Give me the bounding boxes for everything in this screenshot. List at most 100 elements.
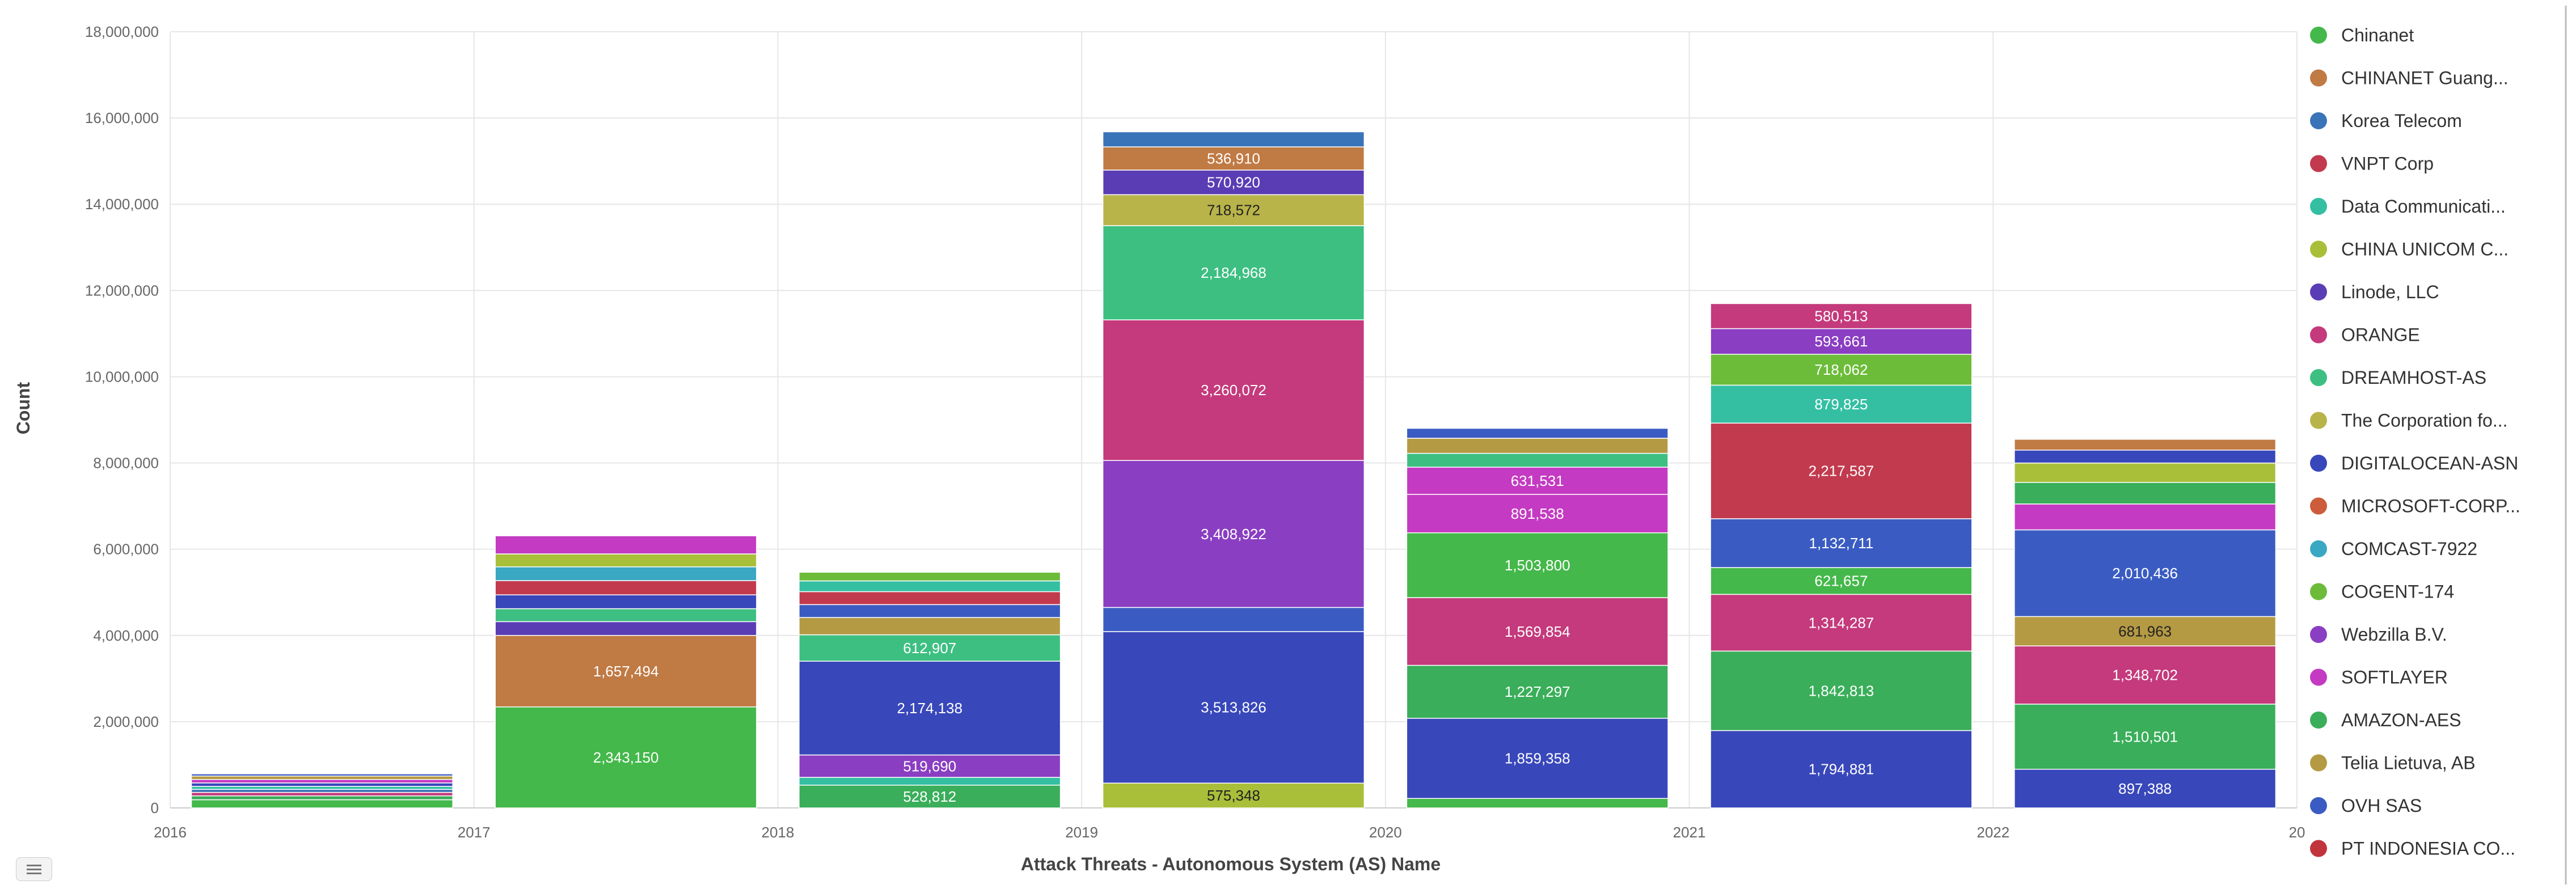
bar-segment[interactable]	[799, 591, 1061, 606]
bar-segment[interactable]	[2014, 704, 2277, 770]
bar-segment[interactable]	[1102, 460, 1365, 608]
legend-marker[interactable]	[2310, 240, 2327, 258]
legend-marker[interactable]	[2310, 198, 2327, 215]
legend-label[interactable]: COGENT-174	[2341, 582, 2454, 602]
legend-marker[interactable]	[2310, 27, 2327, 44]
legend-marker[interactable]	[2310, 369, 2327, 386]
bar-segment[interactable]	[2014, 768, 2277, 808]
bar-segment[interactable]	[495, 580, 757, 595]
bar-segment[interactable]	[495, 594, 757, 609]
bar-segment[interactable]	[799, 572, 1061, 582]
bar-segment[interactable]	[1406, 532, 1669, 598]
legend-label[interactable]: The Corporation fo...	[2341, 410, 2507, 431]
bar-segment[interactable]	[799, 580, 1061, 592]
legend-marker[interactable]	[2310, 412, 2327, 429]
legend-label[interactable]: PT INDONESIA CO...	[2341, 839, 2515, 859]
legend-label[interactable]: SOFTLAYER	[2341, 667, 2448, 688]
legend-label[interactable]: Telia Lietuva, AB	[2341, 753, 2476, 773]
legend-label[interactable]: ORANGE	[2341, 325, 2420, 345]
bar-segment[interactable]	[2014, 482, 2277, 505]
bar-segment[interactable]	[1102, 631, 1365, 784]
legend-label[interactable]: Chinanet	[2341, 25, 2414, 45]
bar-segment[interactable]	[1710, 567, 1973, 595]
bar-segment[interactable]	[495, 706, 757, 808]
bar-segment[interactable]	[1710, 328, 1973, 355]
bar-segment[interactable]	[799, 634, 1061, 662]
legend-label[interactable]: Korea Telecom	[2341, 111, 2462, 131]
legend-marker[interactable]	[2310, 112, 2327, 129]
bar-segment[interactable]	[2014, 439, 2277, 451]
bar-segment[interactable]	[1406, 438, 1669, 454]
bar-segment[interactable]	[1102, 225, 1365, 320]
bar-segment[interactable]	[799, 617, 1061, 636]
bar-segment[interactable]	[495, 608, 757, 623]
bar-segment[interactable]	[2014, 462, 2277, 483]
legend-marker[interactable]	[2310, 797, 2327, 814]
bar-segment[interactable]	[495, 535, 757, 554]
legend-label[interactable]: DIGITALOCEAN-ASN	[2341, 453, 2518, 473]
legend-marker[interactable]	[2310, 540, 2327, 557]
bar-segment[interactable]	[1102, 319, 1365, 461]
bar-segment[interactable]	[2014, 450, 2277, 464]
bar-segment[interactable]	[1102, 782, 1365, 808]
legend-marker[interactable]	[2310, 754, 2327, 772]
legend-marker[interactable]	[2310, 626, 2327, 643]
legend-label[interactable]: CHINANET Guang...	[2341, 68, 2509, 88]
bar-segment[interactable]	[191, 791, 453, 797]
bar-segment[interactable]	[191, 782, 453, 787]
bar-segment[interactable]	[799, 604, 1061, 618]
legend-label[interactable]: OVH SAS	[2341, 795, 2422, 816]
bar-segment[interactable]	[2014, 503, 2277, 531]
legend-marker[interactable]	[2310, 69, 2327, 87]
bar-segment[interactable]	[1710, 384, 1973, 424]
legend-marker[interactable]	[2310, 840, 2327, 857]
bar-segment[interactable]	[1406, 452, 1669, 468]
bar-segment[interactable]	[1102, 146, 1365, 171]
legend-marker[interactable]	[2310, 712, 2327, 729]
bar-segment[interactable]	[1710, 730, 1973, 808]
bar-segment[interactable]	[1406, 798, 1669, 808]
legend-label[interactable]: Data Communicati...	[2341, 196, 2506, 217]
legend-marker[interactable]	[2310, 497, 2327, 515]
legend-marker[interactable]	[2310, 326, 2327, 344]
bar-segment[interactable]	[1406, 597, 1669, 666]
legend-label[interactable]: CHINA UNICOM C...	[2341, 239, 2509, 260]
legend-marker[interactable]	[2310, 583, 2327, 600]
bar-segment[interactable]	[191, 775, 453, 780]
bar-segment[interactable]	[191, 789, 453, 793]
bar-segment[interactable]	[2014, 645, 2277, 705]
legend-marker[interactable]	[2310, 668, 2327, 686]
legend-label[interactable]: DREAMHOST-AS	[2341, 367, 2486, 388]
bar-segment[interactable]	[1102, 194, 1365, 226]
bar-segment[interactable]	[495, 634, 757, 708]
bar-segment[interactable]	[1710, 303, 1973, 329]
bar-segment[interactable]	[1406, 664, 1669, 719]
bar-segment[interactable]	[495, 553, 757, 568]
bar-segment[interactable]	[191, 795, 453, 801]
legend-label[interactable]: MICROSOFT-CORP...	[2341, 496, 2520, 517]
bar-segment[interactable]	[191, 799, 453, 808]
bar-segment[interactable]	[799, 785, 1061, 808]
menu-icon[interactable]	[16, 857, 52, 881]
bar-segment[interactable]	[799, 777, 1061, 786]
bar-segment[interactable]	[1102, 131, 1365, 147]
bar-segment[interactable]	[1710, 650, 1973, 731]
bar-segment[interactable]	[1102, 607, 1365, 632]
legend-label[interactable]: VNPT Corp	[2341, 154, 2434, 174]
legend-label[interactable]: Linode, LLC	[2341, 282, 2439, 302]
bar-segment[interactable]	[495, 566, 757, 581]
legend-marker[interactable]	[2310, 155, 2327, 172]
bar-segment[interactable]	[2014, 616, 2277, 647]
legend-label[interactable]: Webzilla B.V.	[2341, 624, 2447, 645]
bar-segment[interactable]	[1406, 427, 1669, 439]
bar-segment[interactable]	[1710, 354, 1973, 386]
legend-marker[interactable]	[2310, 455, 2327, 472]
legend-label[interactable]: AMAZON-AES	[2341, 710, 2461, 730]
bar-segment[interactable]	[191, 779, 453, 784]
bar-segment[interactable]	[191, 786, 453, 790]
bar-segment[interactable]	[1406, 494, 1669, 534]
bar-segment[interactable]	[799, 754, 1061, 778]
bar-segment[interactable]	[191, 773, 453, 777]
bar-segment[interactable]	[1710, 422, 1973, 519]
bar-segment[interactable]	[799, 661, 1061, 756]
